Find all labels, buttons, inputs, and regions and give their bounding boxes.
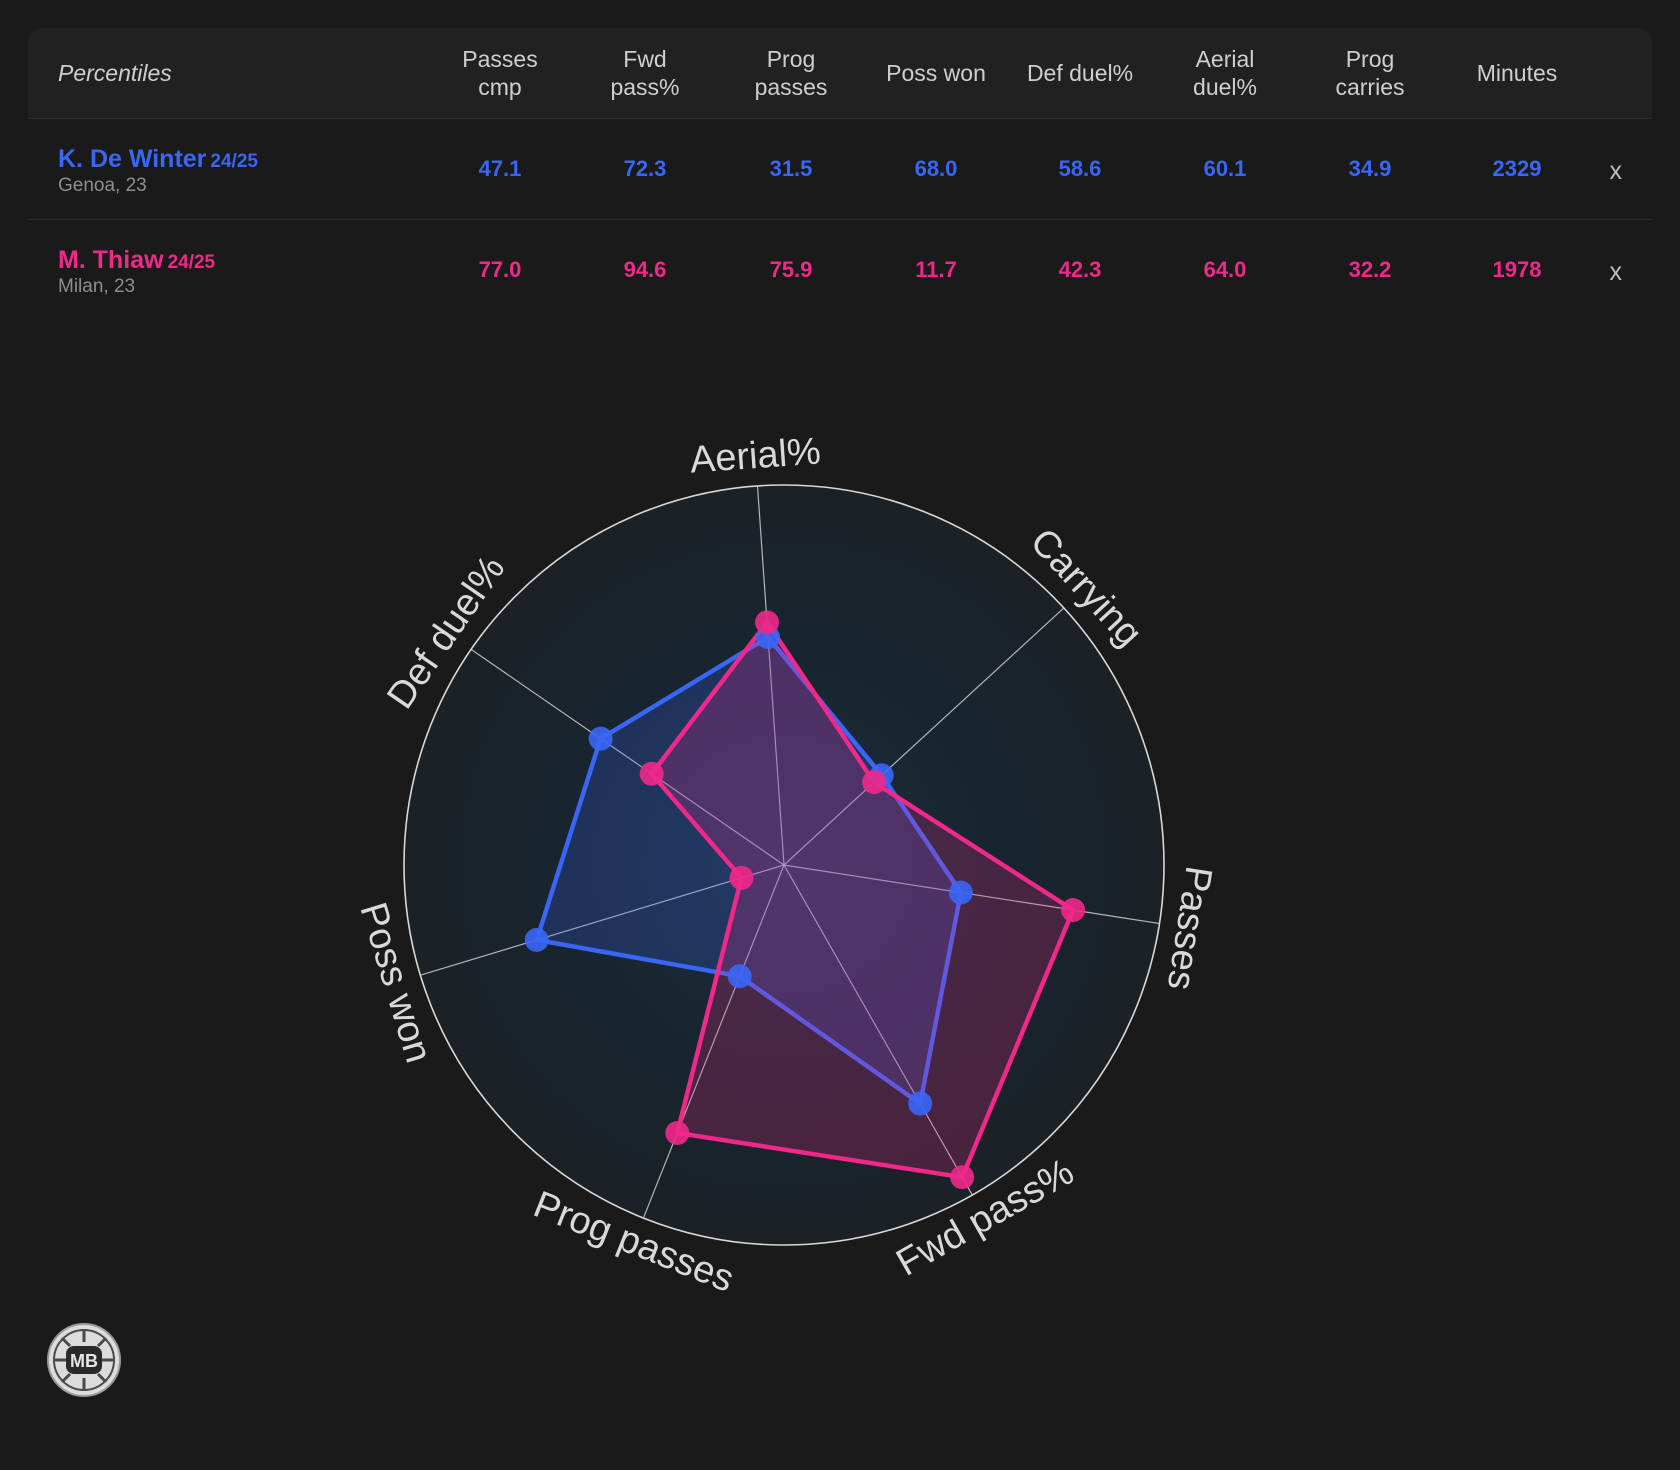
stat-value: 34.9 — [1348, 156, 1392, 181]
radar-point[interactable] — [729, 865, 754, 890]
player-name-text: M. Thiaw — [58, 246, 164, 274]
radar-area-thiaw — [649, 620, 1076, 1180]
column-header[interactable]: Aerial duel% — [1193, 46, 1257, 100]
stat-value: 72.3 — [623, 156, 667, 181]
player-name: K. De Winter 24/25 — [58, 145, 258, 174]
radar-spoke — [783, 607, 1065, 866]
player-name: M. Thiaw 24/25 — [58, 246, 215, 275]
stat-value: 31.5 — [769, 156, 813, 181]
stat-value: 94.6 — [623, 257, 667, 282]
remove-player-button[interactable]: x — [1609, 157, 1623, 185]
stat-value: 60.1 — [1203, 156, 1247, 181]
remove-player-button[interactable]: x — [1609, 258, 1623, 286]
radar-point[interactable] — [908, 1091, 933, 1116]
radar-point[interactable] — [948, 880, 973, 905]
stat-value: 47.1 — [478, 156, 522, 181]
player-name-text: K. De Winter — [58, 145, 207, 173]
logo-text: MB — [70, 1351, 98, 1371]
radar-spoke — [783, 864, 973, 1196]
radar-spoke — [420, 864, 785, 976]
player-season: 24/25 — [167, 252, 216, 273]
radar-point[interactable] — [727, 964, 752, 989]
radar-point[interactable] — [1061, 898, 1086, 923]
brand-logo: MB — [47, 1323, 121, 1397]
percentiles-label: Percentiles — [58, 60, 172, 86]
stat-value: 2329 — [1492, 156, 1542, 181]
radar-point[interactable] — [639, 761, 664, 786]
radar-point[interactable] — [588, 726, 613, 751]
radar-spoke — [642, 864, 785, 1219]
player-row: M. Thiaw 24/25 Milan, 23 77.0 94.6 75.9 11.7 42… — [28, 220, 1652, 320]
stat-value: 77.0 — [478, 257, 522, 282]
axis-label: Passes — [1159, 863, 1220, 993]
column-header[interactable]: Passes cmp — [462, 46, 538, 100]
stat-value: 32.2 — [1348, 257, 1392, 282]
column-header[interactable]: Prog carries — [1335, 46, 1405, 100]
player-season: 24/25 — [210, 151, 258, 172]
table-header: Percentiles Passes cmp Fwd pass% Prog pass… — [28, 28, 1652, 119]
player-club-age: Genoa, 23 — [58, 175, 147, 196]
radar-point[interactable] — [950, 1165, 975, 1190]
column-header[interactable]: Minutes — [1476, 60, 1558, 86]
stat-value: 58.6 — [1058, 156, 1102, 181]
column-header[interactable]: Prog passes — [754, 46, 828, 100]
stat-value: 42.3 — [1058, 257, 1102, 282]
axis-label: Aerial% — [689, 431, 823, 482]
column-header[interactable]: Poss won — [886, 60, 986, 86]
stat-value: 75.9 — [769, 257, 813, 282]
stat-value: 68.0 — [914, 156, 958, 181]
stat-value: 1978 — [1492, 257, 1542, 282]
column-header[interactable]: Def duel% — [1026, 60, 1134, 86]
radar-spoke — [756, 485, 785, 866]
stat-value: 11.7 — [915, 257, 957, 282]
percentiles-table: Percentiles Passes cmp Fwd pass% Prog pass… — [28, 28, 1652, 320]
radar-spoke — [470, 648, 785, 866]
column-header[interactable]: Fwd pass% — [610, 46, 680, 100]
player-club-age: Milan, 23 — [58, 276, 136, 297]
radar-point[interactable] — [755, 610, 780, 635]
radar-point[interactable] — [524, 927, 549, 952]
radar-point[interactable] — [862, 770, 887, 795]
stat-value: 64.0 — [1203, 257, 1247, 282]
radar-point[interactable] — [665, 1120, 690, 1145]
player-row: K. De Winter 24/25 Genoa, 23 47.1 72.3 31.5 68… — [28, 119, 1652, 220]
